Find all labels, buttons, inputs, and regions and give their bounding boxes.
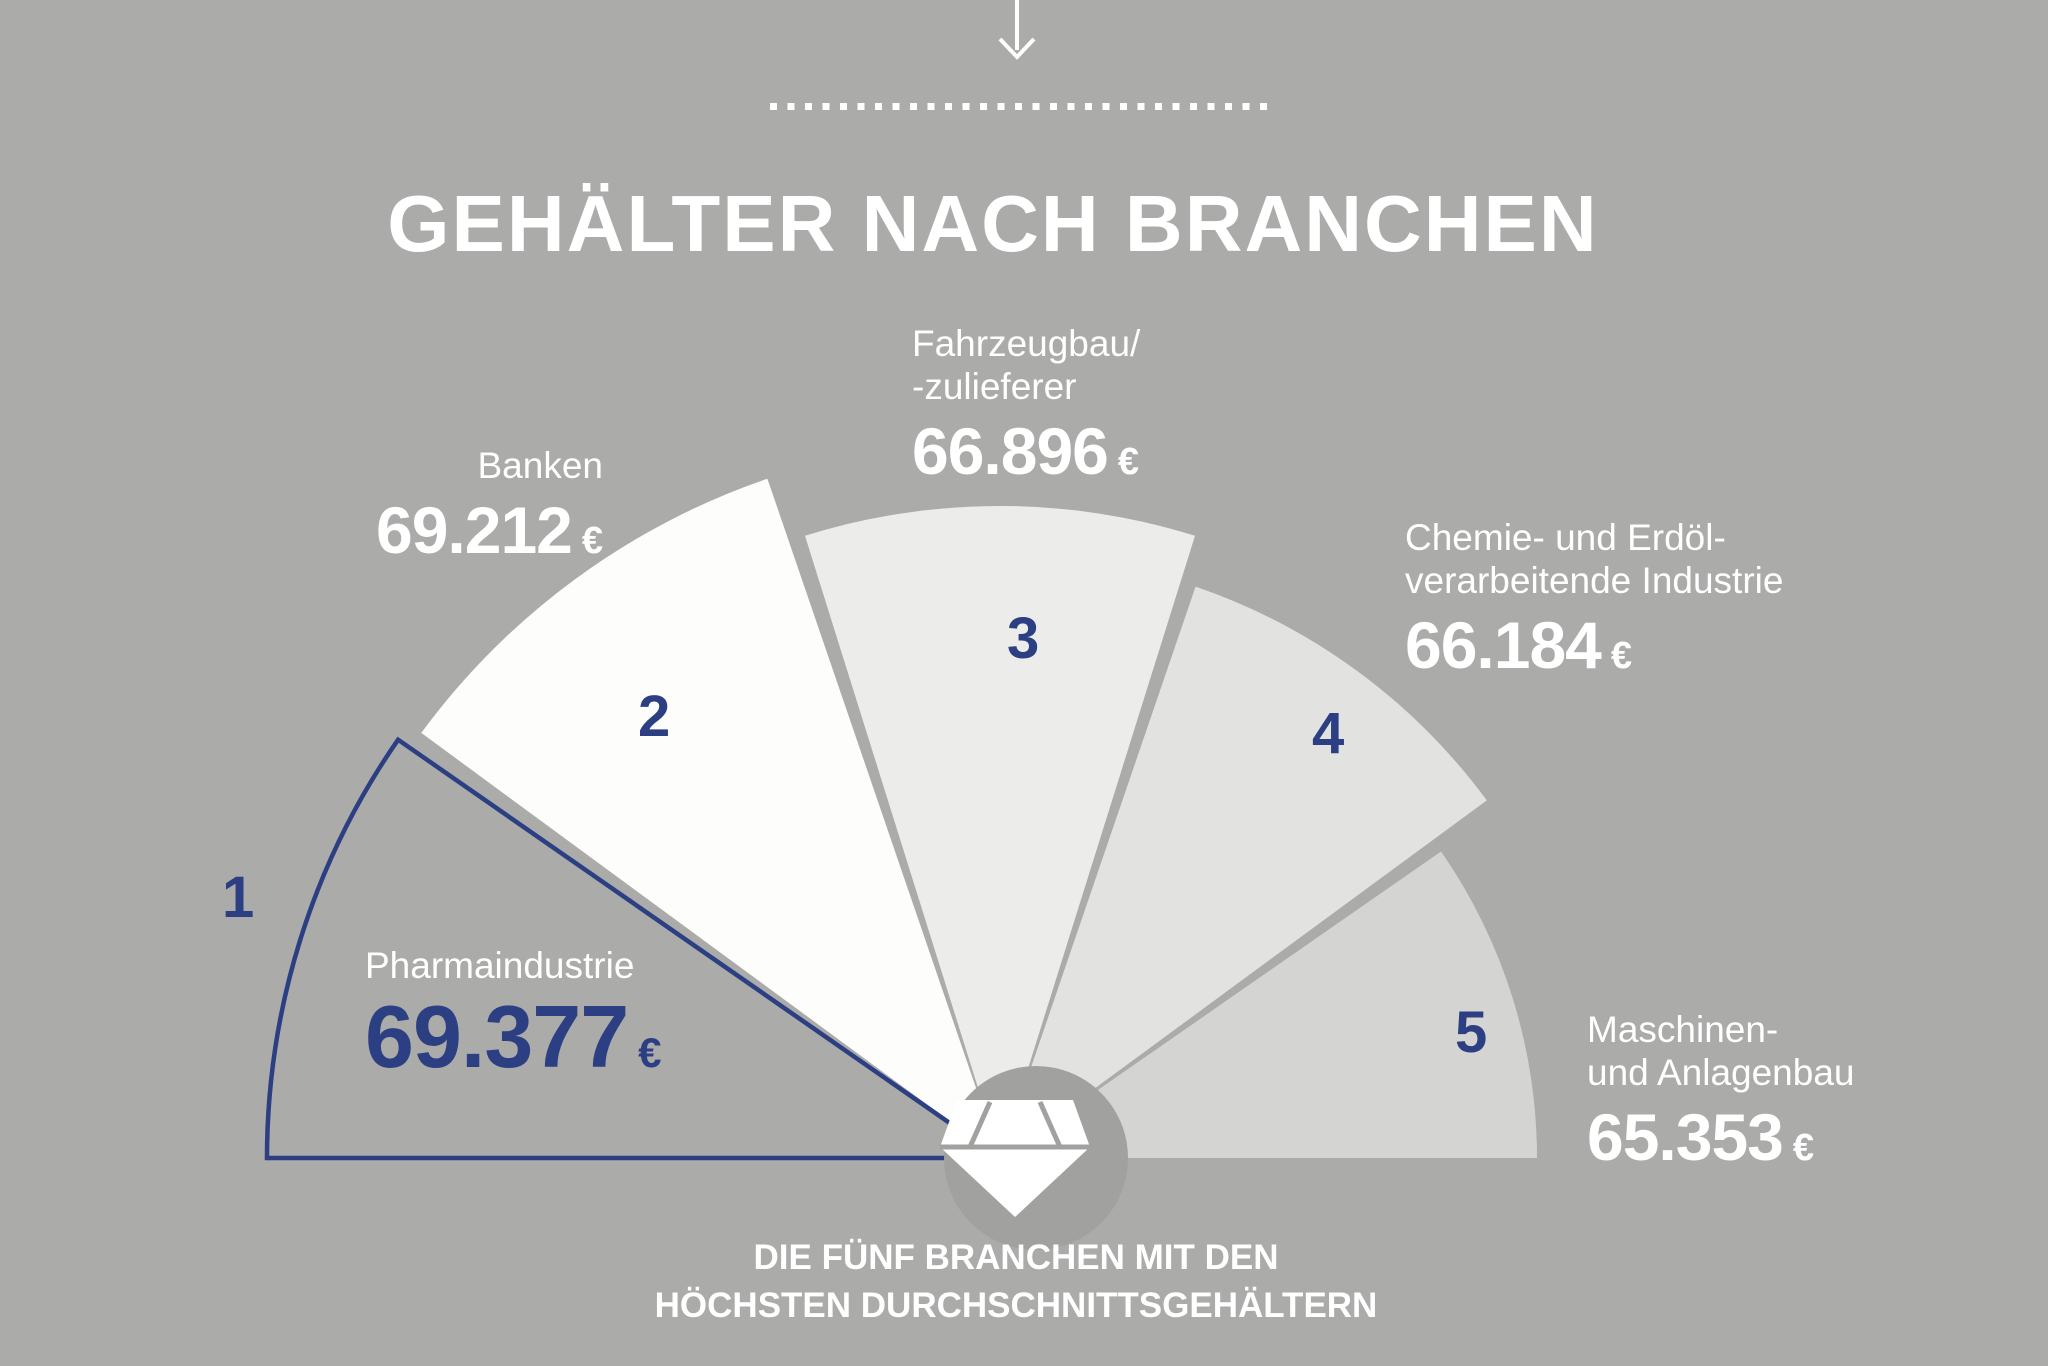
dotted-line-dot xyxy=(1067,103,1075,110)
value-number: 69.377 xyxy=(365,987,629,1086)
dotted-line-dot xyxy=(1242,103,1250,110)
diamond-facet-line xyxy=(1037,1100,1063,1149)
dotted-line-dot xyxy=(945,103,952,110)
label-block-pharma: Pharmaindustrie 69.377 € xyxy=(365,944,662,1081)
value-number: 65.353 xyxy=(1587,1100,1784,1174)
dotted-line-dot xyxy=(1015,103,1022,110)
dotted-line-dot xyxy=(840,103,847,110)
segment-rank-2: 2 xyxy=(638,684,671,749)
segment-rank-5: 5 xyxy=(1455,1000,1488,1065)
segment-rank-3: 3 xyxy=(1007,606,1040,671)
label-block-banken: Banken 69.212 € xyxy=(376,444,603,563)
label-block-fahrzeugbau: Fahrzeugbau/ -zulieferer 66.896 € xyxy=(912,322,1140,484)
dotted-line-dot xyxy=(875,103,882,110)
label-block-chemie: Chemie- und Erdöl- verarbeitende Industr… xyxy=(1405,516,1783,678)
euro-symbol: € xyxy=(1610,635,1633,677)
industry-name: Maschinen- und Anlagenbau xyxy=(1587,1009,1855,1093)
dotted-line-dot xyxy=(1120,103,1127,110)
segment-wedge-2 xyxy=(421,478,1000,1158)
dotted-line-dot xyxy=(1260,103,1267,110)
industry-name: Banken xyxy=(477,445,604,486)
euro-symbol: € xyxy=(638,1029,662,1076)
segment-rank-1: 1 xyxy=(222,865,255,930)
industry-value: 69.377 € xyxy=(365,993,662,1081)
dotted-line-dot xyxy=(1172,103,1180,110)
industry-name: Pharmaindustrie xyxy=(365,945,635,986)
segment-wedge-4 xyxy=(1000,586,1487,1158)
dotted-line-dot xyxy=(857,103,865,110)
dotted-line-dot xyxy=(805,103,812,110)
dotted-line-dot xyxy=(980,103,987,110)
dotted-line-dot xyxy=(1102,103,1110,110)
dotted-line-dot xyxy=(770,103,777,110)
industry-name: Chemie- und Erdöl- verarbeitende Industr… xyxy=(1405,517,1784,601)
value-number: 66.184 xyxy=(1405,608,1602,682)
industry-value: 65.353 € xyxy=(1587,1104,1855,1170)
diamond-facet-line xyxy=(967,1100,993,1149)
dotted-line-dot xyxy=(1225,103,1232,110)
dotted-line-dot xyxy=(927,103,935,110)
dotted-line-dot xyxy=(822,103,830,110)
value-number: 66.896 xyxy=(912,414,1109,488)
value-number: 69.212 xyxy=(375,493,573,567)
dotted-line-dot xyxy=(1190,103,1197,110)
page-title: GEHÄLTER NACH BRANCHEN xyxy=(387,179,1599,268)
dotted-line-dot xyxy=(1050,103,1057,110)
segment-wedge-5 xyxy=(1000,851,1537,1158)
industry-value: 66.184 € xyxy=(1405,612,1783,678)
dotted-line-dot xyxy=(1032,103,1040,110)
euro-symbol: € xyxy=(1792,1127,1815,1169)
euro-symbol: € xyxy=(1117,441,1140,483)
euro-symbol: € xyxy=(581,520,603,562)
dotted-line-dot xyxy=(910,103,917,110)
dotted-line-dot xyxy=(1207,103,1215,110)
dotted-line-dot xyxy=(997,103,1005,110)
label-block-maschinen: Maschinen- und Anlagenbau 65.353 € xyxy=(1587,1008,1855,1170)
dotted-line-dot xyxy=(892,103,900,110)
arrow-down-head xyxy=(998,37,1036,60)
dotted-line-dot xyxy=(1137,103,1145,110)
segment-wedge-1 xyxy=(264,736,1008,1161)
industry-value: 69.212 € xyxy=(376,497,603,563)
segment-wedge-3 xyxy=(805,505,1195,1158)
caption-line-2: HÖCHSTEN DURCHSCHNITTSGEHÄLTERN xyxy=(654,1286,1378,1325)
dotted-line-dot xyxy=(1085,103,1092,110)
industry-value: 66.896 € xyxy=(912,418,1140,484)
dotted-line-dot xyxy=(962,103,970,110)
industry-name: Fahrzeugbau/ -zulieferer xyxy=(912,323,1141,407)
caption-line-1: DIE FÜNF BRANCHEN MIT DEN xyxy=(753,1238,1279,1277)
chart-caption: DIE FÜNF BRANCHEN MIT DEN HÖCHSTEN DURCH… xyxy=(655,1234,1378,1330)
segment-rank-4: 4 xyxy=(1312,701,1345,766)
dotted-line-dot xyxy=(1155,103,1162,110)
dotted-line-dot xyxy=(787,103,795,110)
